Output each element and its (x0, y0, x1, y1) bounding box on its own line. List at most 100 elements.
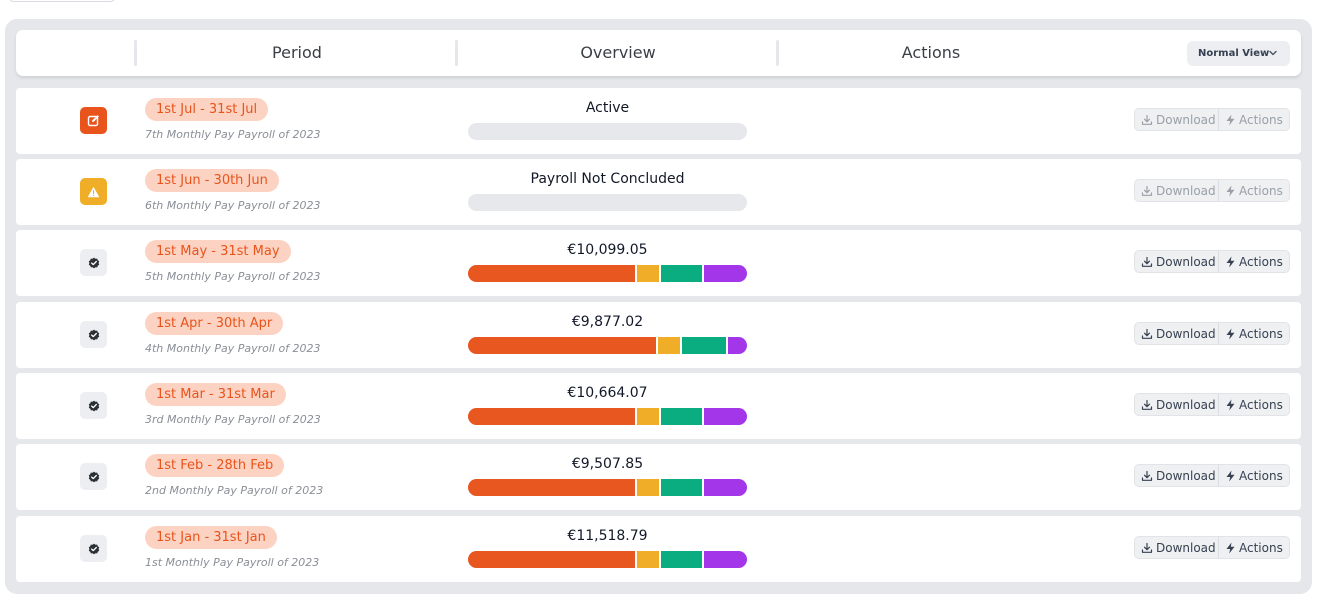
download-label: Download (1156, 468, 1216, 483)
verified-check-icon (88, 257, 100, 269)
download-icon (1141, 185, 1153, 196)
lightning-icon (1226, 399, 1235, 410)
period-subtitle: 5th Monthly Pay Payroll of 2023 (145, 270, 321, 283)
period-subtitle: 6th Monthly Pay Payroll of 2023 (145, 199, 321, 212)
download-icon (1141, 542, 1153, 553)
overview-label: €11,518.79 (567, 528, 648, 544)
actions-button[interactable]: Actions (1219, 465, 1289, 486)
download-button[interactable]: Download (1135, 537, 1219, 558)
overview-bar (468, 551, 747, 568)
verified-check-icon (88, 329, 100, 341)
row-action-group: Download Actions (1134, 322, 1290, 345)
payroll-row: 1st Mar - 31st Mar 3rd Monthly Pay Payro… (16, 373, 1301, 439)
download-button[interactable]: Download (1135, 394, 1219, 415)
lightning-icon (1226, 256, 1235, 267)
download-button[interactable]: Download (1135, 180, 1219, 201)
actions-label: Actions (1239, 112, 1283, 127)
period-pill[interactable]: 1st Jul - 31st Jul (145, 98, 269, 121)
row-action-group: Download Actions (1134, 179, 1290, 202)
lightning-icon (1226, 470, 1235, 481)
actions-button[interactable]: Actions (1219, 180, 1289, 201)
overview-label: €9,877.02 (571, 314, 644, 330)
chevron-down-icon (1269, 50, 1277, 56)
period-pill[interactable]: 1st Feb - 28th Feb (145, 454, 285, 477)
overview-label: Active (585, 100, 630, 116)
row-action-group: Download Actions (1134, 393, 1290, 416)
period-pill[interactable]: 1st Apr - 30th Apr (145, 312, 284, 335)
overview-bar-segment (635, 479, 660, 496)
download-label: Download (1156, 540, 1216, 555)
download-button[interactable]: Download (1135, 251, 1219, 272)
verified-check-icon (88, 471, 100, 483)
row-action-group: Download Actions (1134, 464, 1290, 487)
actions-button[interactable]: Actions (1219, 109, 1289, 130)
top-dropdown-stub[interactable] (8, 0, 116, 2)
overview-bar-segment (659, 551, 703, 568)
period-pill[interactable]: 1st Jun - 30th Jun (145, 169, 279, 192)
verified-check-icon (88, 543, 100, 555)
payroll-row: 1st May - 31st May 5th Monthly Pay Payro… (16, 230, 1301, 296)
period-pill[interactable]: 1st Jan - 31st Jan (145, 526, 277, 549)
overview-bar-segment (659, 265, 703, 282)
overview-bar-segment (468, 265, 636, 282)
actions-label: Actions (1239, 254, 1283, 269)
column-divider (455, 40, 458, 66)
period-subtitle: 2nd Monthly Pay Payroll of 2023 (145, 484, 324, 497)
overview-bar-segment (659, 479, 703, 496)
payroll-row: 1st Apr - 30th Apr 4th Monthly Pay Payro… (16, 302, 1301, 368)
lightning-icon (1226, 542, 1235, 553)
column-header-overview: Overview (580, 43, 656, 62)
actions-button[interactable]: Actions (1219, 323, 1289, 344)
actions-label: Actions (1239, 183, 1283, 198)
overview-label: Payroll Not Concluded (530, 171, 685, 187)
overview-bar (468, 265, 747, 282)
actions-label: Actions (1239, 540, 1283, 555)
overview-bar-segment (659, 408, 703, 425)
overview-bar (468, 408, 747, 425)
lightning-icon (1226, 185, 1235, 196)
lightning-icon (1226, 328, 1235, 339)
period-pill[interactable]: 1st May - 31st May (145, 240, 291, 263)
download-label: Download (1156, 183, 1216, 198)
row-action-group: Download Actions (1134, 250, 1290, 273)
status-badge (80, 249, 107, 276)
status-badge (80, 107, 107, 134)
period-subtitle: 3rd Monthly Pay Payroll of 2023 (145, 413, 321, 426)
actions-button[interactable]: Actions (1219, 251, 1289, 272)
overview-bar-segment (468, 551, 636, 568)
overview-bar-segment (680, 337, 727, 354)
overview-bar (468, 337, 747, 354)
overview-bar-segment (702, 408, 747, 425)
actions-label: Actions (1239, 326, 1283, 341)
overview-bar-segment (635, 408, 660, 425)
overview-bar-segment (702, 265, 747, 282)
overview-bar-segment (702, 551, 747, 568)
row-action-group: Download Actions (1134, 536, 1290, 559)
download-button[interactable]: Download (1135, 465, 1219, 486)
period-subtitle: 1st Monthly Pay Payroll of 2023 (145, 556, 320, 569)
column-divider (776, 40, 779, 66)
actions-button[interactable]: Actions (1219, 394, 1289, 415)
verified-check-icon (88, 400, 100, 412)
overview-bar-segment (468, 337, 657, 354)
period-pill[interactable]: 1st Mar - 31st Mar (145, 383, 286, 406)
row-action-group: Download Actions (1134, 108, 1290, 131)
period-subtitle: 7th Monthly Pay Payroll of 2023 (145, 128, 321, 141)
view-mode-value: Normal View (1198, 48, 1270, 59)
download-button[interactable]: Download (1135, 323, 1219, 344)
overview-bar-segment (468, 479, 636, 496)
overview-label: €10,664.07 (567, 385, 648, 401)
payroll-row: 1st Jan - 31st Jan 1st Monthly Pay Payro… (16, 516, 1301, 582)
overview-bar-segment (635, 265, 660, 282)
download-label: Download (1156, 397, 1216, 412)
overview-bar-segment (656, 337, 681, 354)
overview-label: €10,099.05 (567, 242, 648, 258)
overview-bar-segment (635, 551, 660, 568)
actions-button[interactable]: Actions (1219, 537, 1289, 558)
lightning-icon (1226, 114, 1235, 125)
status-badge (80, 535, 107, 562)
download-button[interactable]: Download (1135, 109, 1219, 130)
view-mode-select[interactable]: Normal View (1187, 41, 1290, 66)
column-divider (134, 40, 137, 66)
download-icon (1141, 328, 1153, 339)
